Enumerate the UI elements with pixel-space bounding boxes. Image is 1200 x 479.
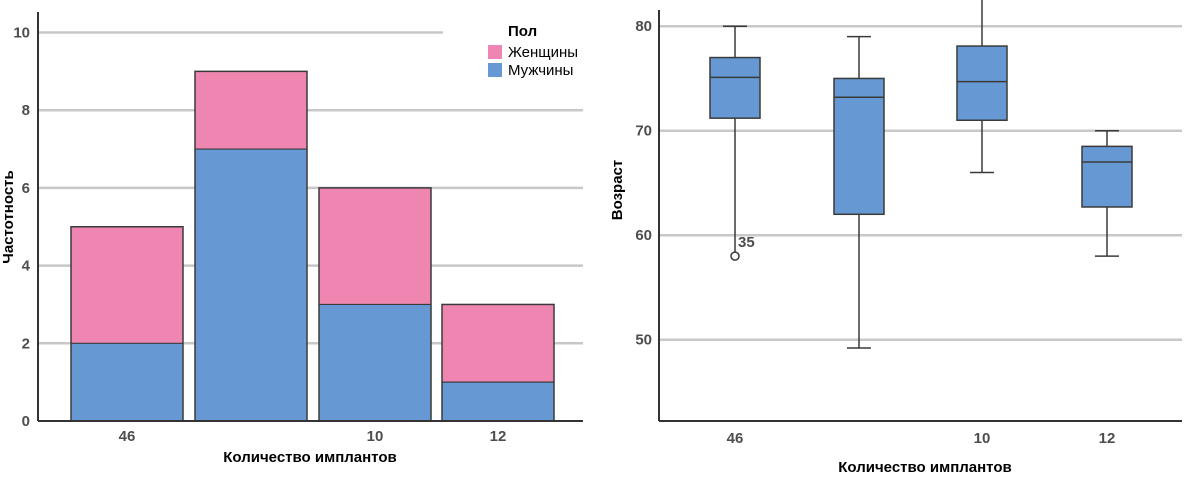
box-plot-y-tick-label: 70	[635, 123, 652, 140]
bar-chart-y-axis-title: Частотность	[0, 170, 17, 263]
legend-label-male: Мужчины	[508, 62, 573, 79]
bar-segment-female	[195, 71, 307, 150]
bar-chart-y-ticks: 0 2 4 6 8 10	[13, 25, 30, 431]
bar-chart-x-ticks: 46 10 12	[119, 428, 507, 445]
legend-title: Пол	[508, 23, 537, 40]
bar-chart-x-tick-label: 46	[119, 428, 136, 445]
box-plot-outlier-label: 35	[738, 234, 755, 251]
bar-chart-x-tick-label: 10	[367, 428, 384, 445]
bar-chart-y-tick-label: 4	[22, 258, 31, 275]
box-plot-outlier	[730, 251, 740, 261]
box-plot-x-tick-label: 10	[974, 430, 991, 447]
box-plot-y-tick-label: 60	[635, 227, 652, 244]
box-plot-boxes: 35	[709, 0, 1133, 349]
bar-segment-female	[442, 304, 554, 383]
bar-chart-legend: Пол Женщины Мужчины	[488, 23, 578, 79]
bar-chart-y-tick-label: 6	[22, 180, 30, 197]
legend-swatch-female	[488, 45, 502, 59]
bar-chart-y-tick-label: 2	[22, 335, 30, 352]
box-plot-y-tick-label: 50	[635, 332, 652, 349]
box-plot-x-tick-label: 12	[1099, 430, 1116, 447]
bar-chart-x-tick-label: 12	[490, 428, 507, 445]
bar-segment-female	[319, 187, 431, 305]
box-iqr	[833, 77, 885, 216]
legend-label-female: Женщины	[508, 44, 578, 61]
box-iqr	[1081, 145, 1133, 208]
box-iqr	[956, 45, 1008, 121]
box-plot-x-tick-label: 46	[727, 430, 744, 447]
box-plot-x-axis-title: Количество имплантов	[838, 459, 1011, 476]
box-plot-x-ticks: 46 10 12	[727, 430, 1116, 447]
bar-chart-x-axis-title: Количество имплантов	[223, 449, 396, 466]
bar-chart-bars	[70, 70, 555, 422]
bar-chart-y-tick-label: 0	[22, 413, 30, 430]
legend-swatch-male	[488, 63, 502, 77]
bar-segment-female	[71, 226, 183, 344]
bar-chart-y-tick-label: 10	[13, 25, 30, 42]
bar-chart-y-tick-label: 8	[22, 102, 30, 119]
bar-segment-male	[319, 304, 431, 421]
box-plot-y-axis-title: Возраст	[609, 160, 626, 220]
bar-segment-male	[442, 382, 554, 421]
box-plot-y-tick-label: 80	[635, 18, 652, 35]
bar-segment-male	[195, 149, 307, 422]
box-plot-y-ticks: 50 60 70 80	[635, 18, 652, 349]
bar-segment-male	[71, 343, 183, 421]
box-iqr	[709, 56, 761, 119]
